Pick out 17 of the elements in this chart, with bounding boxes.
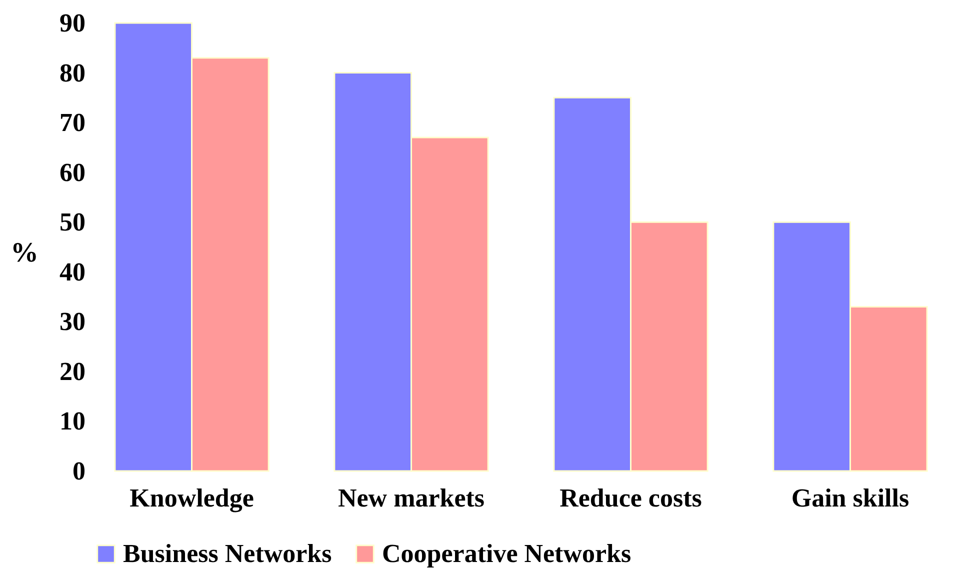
legend-label: Business Networks <box>123 539 332 568</box>
y-tick-label: 40 <box>60 257 86 286</box>
y-tick-label: 20 <box>60 356 86 386</box>
x-tick-label: Gain skills <box>791 484 910 512</box>
y-tick-label: 60 <box>60 158 86 187</box>
y-tick-label: 90 <box>60 8 86 38</box>
y-tick-label: 80 <box>60 58 86 88</box>
y-tick-label: 10 <box>60 406 86 436</box>
x-tick-label: Knowledge <box>130 484 254 512</box>
y-tick-label: 70 <box>60 108 86 138</box>
y-tick-label: 30 <box>60 307 86 336</box>
y-tick-label: 0 <box>72 456 86 486</box>
x-tick-label: Reduce costs <box>560 484 702 512</box>
y-axis-title: % <box>10 238 38 268</box>
y-tick-label: 50 <box>60 208 86 237</box>
legend-label: Cooperative Networks <box>382 539 632 568</box>
x-tick-label: New markets <box>338 484 485 512</box>
